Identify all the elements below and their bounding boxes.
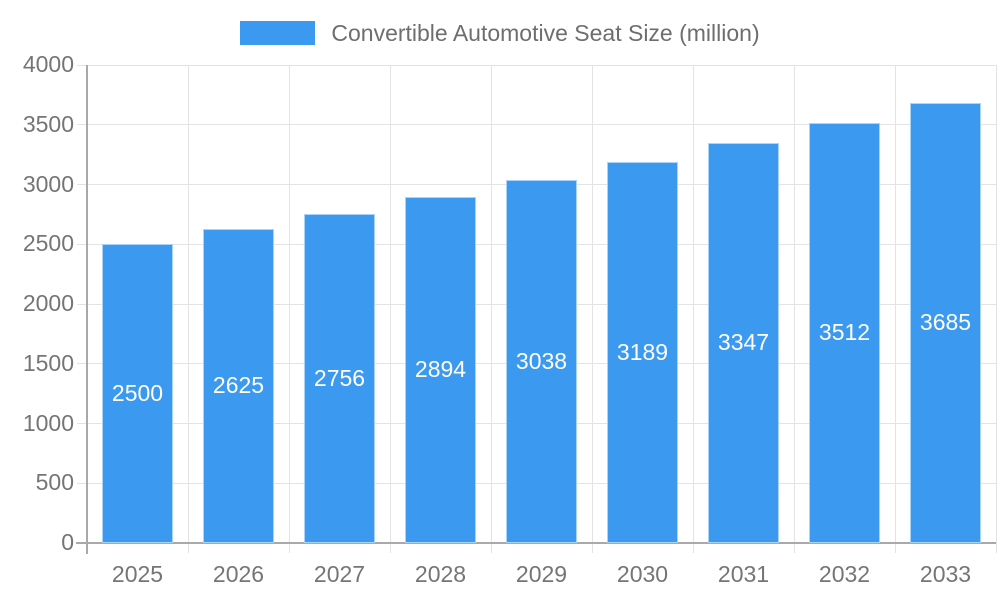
- gridline-horizontal: [87, 64, 996, 66]
- y-tick-mark: [77, 243, 87, 245]
- y-tick-label: 500: [35, 469, 74, 496]
- legend-label: Convertible Automotive Seat Size (millio…: [331, 20, 760, 46]
- x-tick-mark: [490, 543, 492, 553]
- bar-2025[interactable]: [102, 244, 173, 543]
- y-tick-mark: [77, 363, 87, 365]
- x-tick-label: 2033: [919, 561, 972, 587]
- bar-value-label: 3347: [717, 329, 770, 355]
- gridline-vertical: [187, 65, 189, 543]
- bar-value-label: 3685: [919, 309, 972, 335]
- bar-value-label: 2756: [313, 364, 366, 391]
- gridline-vertical: [389, 65, 391, 543]
- bar-2030[interactable]: [607, 162, 678, 543]
- x-tick-label: 2026: [212, 561, 265, 587]
- bar-2033[interactable]: [910, 103, 981, 543]
- y-tick-label: 4000: [22, 51, 74, 77]
- x-tick-mark: [692, 543, 694, 553]
- y-tick-mark: [77, 124, 87, 126]
- bar-value-label: 2500: [111, 379, 164, 406]
- gridline-vertical: [894, 65, 896, 543]
- gridline-vertical: [288, 65, 290, 543]
- bar-2028[interactable]: [405, 197, 476, 543]
- gridline-vertical: [995, 65, 997, 543]
- y-tick-label: 1500: [22, 349, 74, 376]
- bar-value-label: 3038: [515, 347, 568, 374]
- y-tick-label: 1000: [22, 409, 74, 436]
- y-tick-mark: [77, 482, 87, 484]
- y-tick-label: 2000: [22, 290, 74, 316]
- x-tick-mark: [389, 543, 391, 553]
- gridline-vertical: [591, 65, 593, 543]
- y-tick-mark: [77, 423, 87, 424]
- y-tick-mark: [77, 64, 87, 66]
- gridline-vertical: [490, 65, 492, 543]
- bar-value-label: 3512: [818, 319, 871, 345]
- y-tick-mark: [77, 184, 87, 185]
- x-axis-line: [76, 542, 996, 544]
- x-tick-label: 2028: [414, 561, 467, 587]
- x-tick-mark: [995, 543, 997, 553]
- gridline-horizontal: [87, 124, 996, 126]
- x-tick-mark: [591, 543, 593, 553]
- bar-value-label: 3189: [616, 338, 669, 365]
- legend-swatch: [240, 21, 316, 45]
- bar-value-label: 2625: [212, 372, 265, 398]
- bar-2026[interactable]: [203, 229, 274, 543]
- x-tick-label: 2031: [717, 561, 770, 587]
- y-tick-label: 2500: [22, 230, 74, 257]
- x-tick-label: 2027: [313, 561, 366, 587]
- x-tick-mark: [894, 543, 896, 553]
- x-tick-mark: [793, 543, 795, 553]
- bar-2027[interactable]: [304, 214, 375, 543]
- legend[interactable]: Convertible Automotive Seat Size (millio…: [0, 21, 1000, 45]
- x-tick-label: 2030: [616, 561, 669, 587]
- bar-2032[interactable]: [809, 123, 880, 543]
- gridline-vertical: [692, 65, 694, 543]
- gridline-vertical: [793, 65, 795, 543]
- y-tick-mark: [77, 303, 87, 305]
- x-tick-mark: [288, 543, 290, 553]
- y-tick-label: 0: [61, 529, 74, 555]
- x-tick-label: 2032: [818, 561, 871, 587]
- bar-2029[interactable]: [506, 180, 577, 543]
- bar-value-label: 2894: [414, 356, 467, 382]
- y-tick-label: 3000: [22, 170, 74, 197]
- bar-2031[interactable]: [708, 143, 779, 543]
- y-tick-label: 3500: [22, 110, 74, 137]
- x-tick-label: 2029: [515, 561, 568, 587]
- y-axis-line: [86, 65, 88, 554]
- x-tick-mark: [187, 543, 189, 553]
- x-tick-label: 2025: [111, 561, 164, 587]
